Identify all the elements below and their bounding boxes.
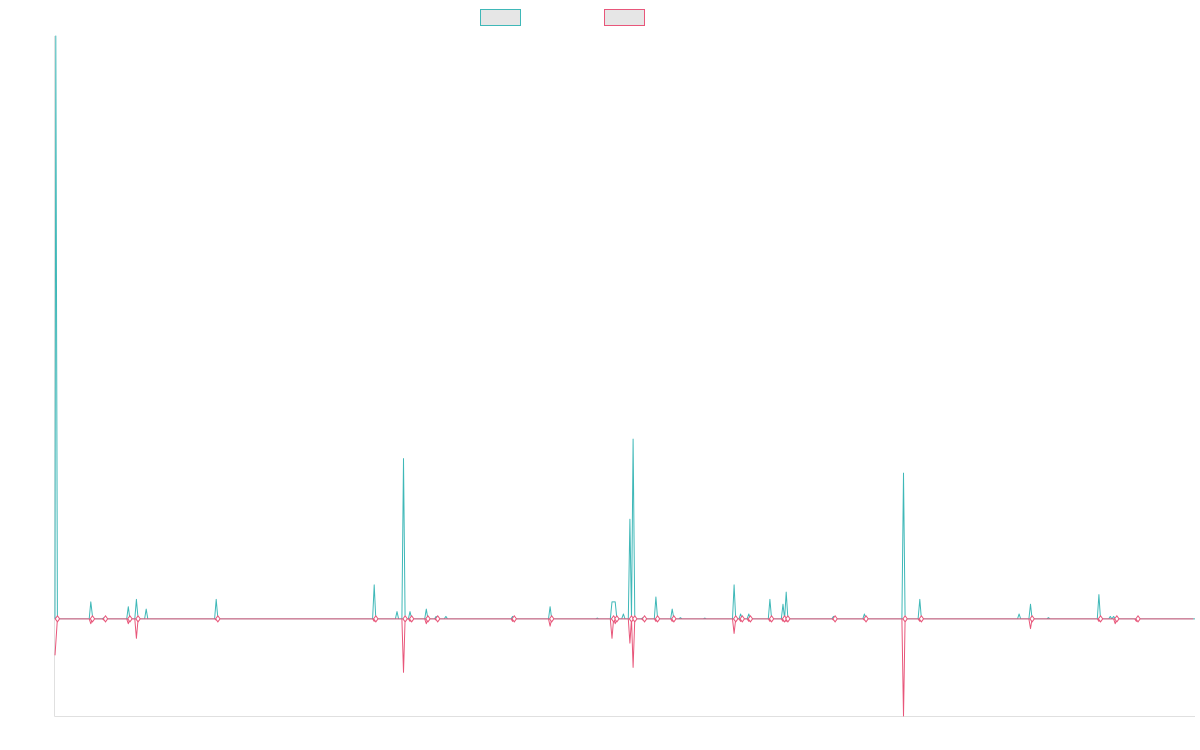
series-2-marker xyxy=(863,615,869,623)
series-2-marker xyxy=(641,615,648,623)
series-2-marker xyxy=(631,615,638,623)
series-2-marker xyxy=(654,615,661,623)
series-2-marker xyxy=(548,615,555,623)
series-2-marker xyxy=(402,615,408,623)
series-1-line xyxy=(54,35,1194,620)
series-2-marker xyxy=(747,615,754,623)
series-2-line xyxy=(54,618,1194,717)
series-2-marker xyxy=(408,615,415,623)
legend-swatch-series-1[interactable] xyxy=(480,9,521,26)
series-2-marker xyxy=(135,615,141,623)
series-2-marker xyxy=(1029,615,1035,623)
series-2-marker xyxy=(102,615,109,623)
axes xyxy=(54,36,1195,717)
series-2-marker xyxy=(785,615,791,623)
series-2-marker xyxy=(832,615,838,623)
series-2-marker xyxy=(1097,615,1104,623)
series-2-marker xyxy=(215,615,221,623)
series-2 xyxy=(54,615,1194,717)
series-2-marker xyxy=(671,615,677,623)
legend[interactable] xyxy=(480,9,645,26)
series-2-marker xyxy=(1135,615,1141,623)
legend-swatch-series-2[interactable] xyxy=(604,9,645,26)
series-2-marker xyxy=(614,615,620,623)
series-2-marker xyxy=(511,615,518,623)
series-2-marker xyxy=(732,615,739,623)
series-2-marker xyxy=(739,615,746,623)
series-2-marker xyxy=(425,615,431,623)
series-2-marker xyxy=(434,615,441,623)
series-2-marker xyxy=(902,615,908,623)
series-2-marker xyxy=(89,615,96,623)
series-1 xyxy=(54,35,1194,620)
series-2-marker xyxy=(127,615,133,623)
series-2-marker xyxy=(373,615,379,623)
series-2-marker xyxy=(54,615,61,623)
series-2-marker xyxy=(768,615,775,623)
series-2-marker xyxy=(918,615,925,623)
plot-area xyxy=(54,35,1195,717)
series-2-marker xyxy=(1114,615,1120,623)
